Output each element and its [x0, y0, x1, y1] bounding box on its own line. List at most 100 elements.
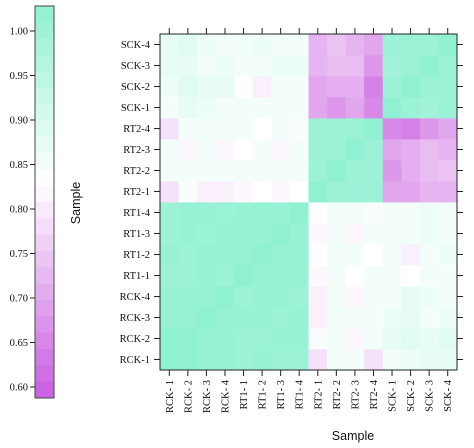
y-tick-label: RT1-4	[123, 208, 151, 219]
heatmap-cell-13-5	[252, 76, 272, 98]
heatmap-cell-2-0	[160, 307, 179, 329]
heatmap-cell-6-3	[215, 223, 235, 245]
heatmap-cell-6-1	[178, 223, 198, 245]
axis-ticks	[154, 28, 463, 376]
colorbar-tick-label: 1.00	[10, 27, 28, 38]
heatmap-cell-6-14	[419, 223, 439, 245]
heatmap-cell-12-4	[234, 97, 254, 119]
heatmap-cell-15-14	[419, 34, 439, 56]
heatmap-cell-15-2	[197, 34, 217, 56]
heatmap-cell-3-1	[178, 286, 198, 308]
heatmap-cell-0-10	[345, 349, 365, 371]
heatmap-cell-11-1	[178, 118, 198, 140]
heatmap-cell-4-14	[419, 265, 439, 287]
colorbar-segment	[35, 185, 54, 203]
heatmap-cell-7-1	[178, 202, 198, 224]
colorbar-tick-label: 0.85	[10, 160, 28, 171]
heatmap-cell-11-7	[289, 118, 309, 140]
heatmap-cell-0-5	[252, 349, 272, 371]
heatmap-cell-7-2	[197, 202, 217, 224]
heatmap-cell-12-12	[382, 97, 402, 119]
colorbar-tick-label: 0.75	[10, 249, 28, 260]
heatmap-cell-2-3	[215, 307, 235, 329]
heatmap-cell-4-6	[271, 265, 291, 287]
heatmap-cell-5-3	[215, 244, 235, 266]
heatmap-cell-6-13	[401, 223, 421, 245]
heatmap-cell-7-6	[271, 202, 291, 224]
heatmap-cell-5-11	[364, 244, 384, 266]
heatmap-cell-9-3	[215, 160, 235, 182]
heatmap-cell-6-9	[327, 223, 347, 245]
heatmap-cell-14-15	[438, 55, 458, 77]
heatmap-cell-15-1	[178, 34, 198, 56]
y-tick-label: RT1-3	[123, 229, 150, 240]
heatmap-cell-8-5	[252, 181, 272, 203]
heatmap-cell-0-0	[160, 349, 179, 371]
y-tick-label: RT2-3	[123, 145, 150, 156]
heatmap-cell-6-10	[345, 223, 365, 245]
heatmap-cell-11-8	[308, 118, 328, 140]
heatmap-cell-11-0	[160, 118, 179, 140]
heatmap-cell-15-12	[382, 34, 402, 56]
heatmap-cell-2-5	[252, 307, 272, 329]
heatmap-cell-12-9	[327, 97, 347, 119]
heatmap-cell-4-11	[364, 265, 384, 287]
heatmap-cell-13-1	[178, 76, 198, 98]
colorbar-segment	[35, 120, 54, 138]
x-tick-label: SCK- 4	[443, 379, 454, 412]
y-tick-label: RT2-2	[123, 166, 150, 177]
x-tick-label: RT1- 1	[239, 380, 250, 409]
heatmap-cell-8-15	[438, 181, 458, 203]
heatmap-cell-8-13	[401, 181, 421, 203]
heatmap-cell-6-5	[252, 223, 272, 245]
heatmap-cell-3-6	[271, 286, 291, 308]
heatmap-cell-11-6	[271, 118, 291, 140]
y-tick-label: RT2-4	[123, 124, 151, 135]
heatmap-cell-2-6	[271, 307, 291, 329]
colorbar-segment	[35, 87, 54, 105]
heatmap-cell-0-4	[234, 349, 254, 371]
heatmap-cell-0-7	[289, 349, 309, 371]
heatmap-cell-9-7	[289, 160, 309, 182]
heatmap-cell-14-8	[308, 55, 328, 77]
colorbar-segment	[35, 71, 54, 89]
heatmap-cell-13-12	[382, 76, 402, 98]
colorbar-segment	[35, 136, 54, 154]
heatmap-cell-6-12	[382, 223, 402, 245]
heatmap-cell-12-5	[252, 97, 272, 119]
heatmap-cell-9-0	[160, 160, 179, 182]
colorbar-ticks: 0.60 0.65 0.70 0.75 0.80 0.85 0.90 0.95 1.00	[10, 27, 35, 394]
x-tick-label: RCK- 3	[202, 380, 213, 413]
y-tick-labels: RCK-1 RCK-2 RCK-3 RCK-4 RT1-1 RT1-2 RT1-3 RT1-4…	[120, 40, 151, 366]
heatmap-cell-13-9	[327, 76, 347, 98]
x-tick-label: RCK- 4	[220, 379, 231, 413]
heatmap-cell-7-9	[327, 202, 347, 224]
heatmap-cell-8-10	[345, 181, 365, 203]
heatmap-cell-0-13	[401, 349, 421, 371]
heatmap-cell-7-15	[438, 202, 458, 224]
heatmap-cell-4-1	[178, 265, 198, 287]
heatmap-cell-8-4	[234, 181, 254, 203]
heatmap-cell-8-7	[289, 181, 309, 203]
heatmap-cell-5-4	[234, 244, 254, 266]
colorbar-segment	[35, 55, 54, 72]
heatmap-cell-15-15	[438, 34, 458, 56]
heatmap-cell-13-15	[438, 76, 458, 98]
heatmap-cell-7-11	[364, 202, 384, 224]
heatmap-cell-2-13	[401, 307, 421, 329]
heatmap-cell-4-2	[197, 265, 217, 287]
y-tick-label: RT2-1	[123, 187, 150, 198]
heatmap-cell-15-8	[308, 34, 328, 56]
x-axis-title: Sample	[332, 429, 374, 443]
heatmap-cell-13-13	[401, 76, 421, 98]
colorbar-title: Sample	[69, 182, 83, 224]
colorbar-segment	[35, 104, 54, 121]
heatmap-cell-12-13	[401, 97, 421, 119]
heatmap-cell-13-0	[160, 76, 179, 98]
heatmap-cell-4-3	[215, 265, 235, 287]
colorbar-tick-label: 0.70	[10, 294, 28, 305]
colorbar-segment	[35, 218, 54, 236]
heatmap-cell-4-15	[438, 265, 458, 287]
heatmap-cell-3-3	[215, 286, 235, 308]
y-tick-label: RCK-2	[120, 334, 150, 345]
